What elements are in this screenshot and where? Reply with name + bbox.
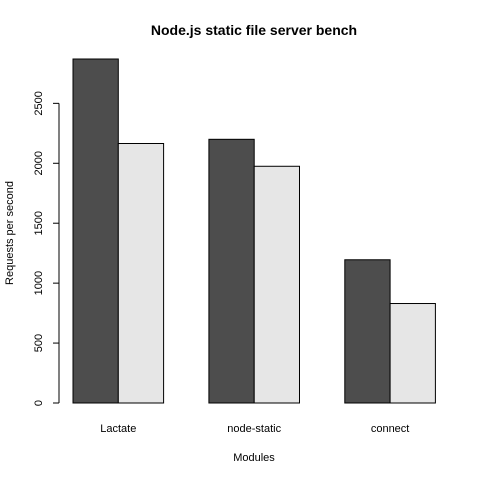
y-tick-label: 2500 (33, 91, 45, 115)
bar-lactate-1 (72, 58, 119, 404)
bar-connect-2 (389, 303, 436, 404)
y-tick-label: 500 (33, 334, 45, 352)
y-tick-label: 1000 (33, 271, 45, 295)
category-labels: Lactate node-static connect (100, 423, 409, 435)
bar-connect-1 (344, 259, 391, 404)
y-axis-ticks: 0 500 1000 1500 2000 2500 (33, 91, 59, 406)
y-tick-label: 0 (33, 400, 45, 406)
x-axis-label: Modules (233, 452, 275, 464)
bar-group (72, 58, 436, 404)
bar-node-static-2 (253, 165, 300, 404)
y-tick-label: 1500 (33, 211, 45, 235)
x-category-label: node-static (227, 423, 281, 435)
x-category-label: connect (371, 423, 410, 435)
x-category-label: Lactate (100, 423, 136, 435)
bar-node-static-1 (208, 138, 255, 404)
bar-lactate-2 (117, 143, 165, 404)
chart-title: Node.js static file server bench (151, 22, 357, 38)
y-tick-label: 2000 (33, 151, 45, 175)
y-axis-label: Requests per second (4, 181, 16, 285)
